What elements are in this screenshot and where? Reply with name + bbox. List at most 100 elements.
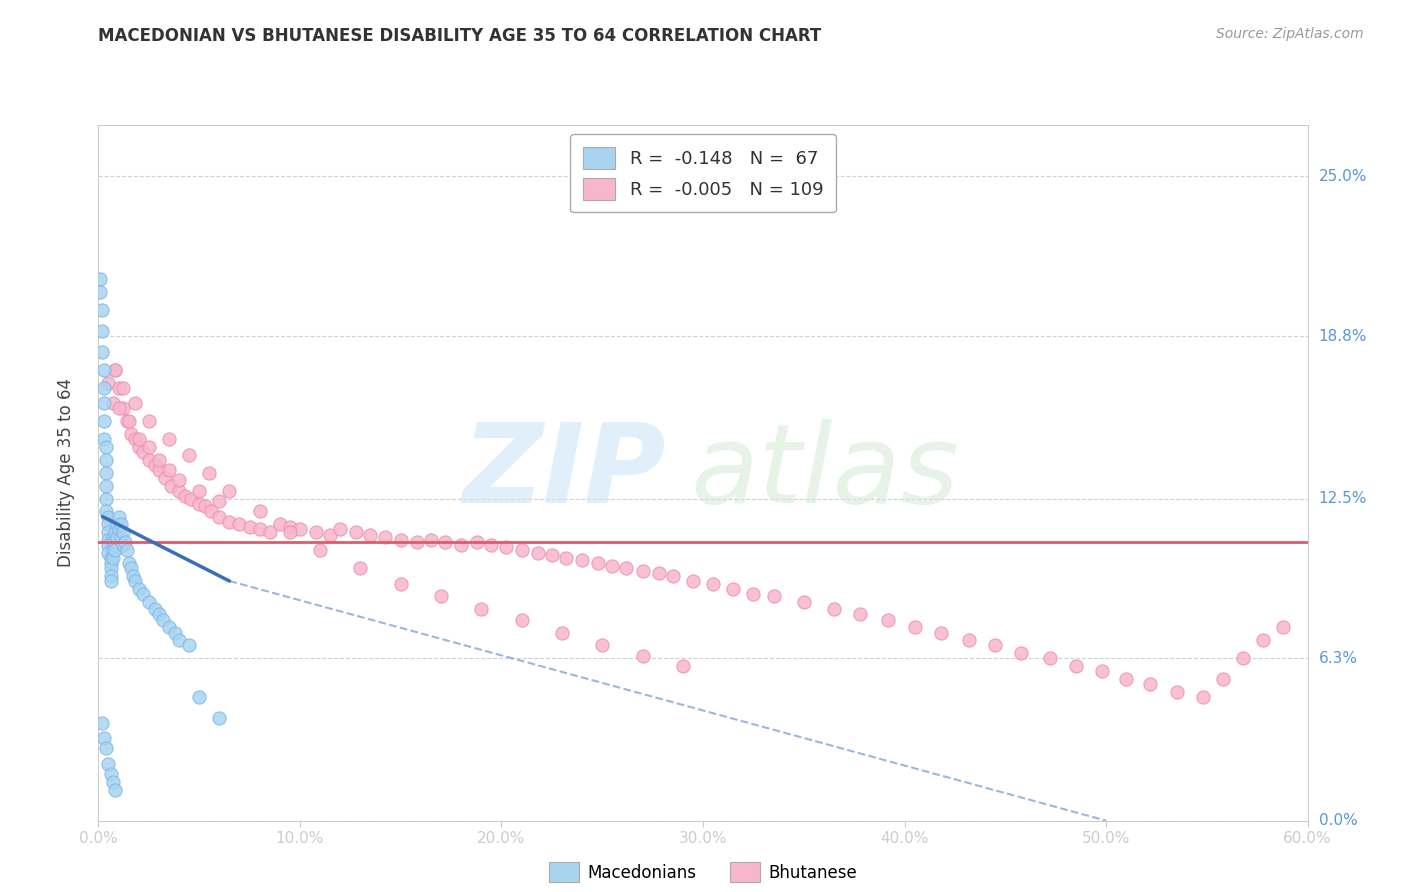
Point (1064, 659, 1087, 673)
Point (167, 474, 190, 488)
Point (661, 569, 683, 583)
Text: 18.8%: 18.8% (1319, 328, 1367, 343)
Point (481, 538, 503, 552)
Point (118, 414, 141, 428)
Point (91, 303, 114, 318)
Point (97, 756, 120, 771)
Point (93, 414, 115, 428)
Point (218, 483, 240, 498)
Point (288, 523, 311, 537)
Point (143, 458, 166, 472)
Point (148, 453, 170, 467)
Point (1251, 633, 1274, 648)
Point (163, 625, 186, 640)
Point (1232, 651, 1254, 665)
Text: 0.0%: 0.0% (1319, 814, 1357, 828)
Point (101, 550, 124, 565)
Point (1191, 690, 1213, 704)
Point (180, 491, 202, 506)
Point (208, 509, 231, 524)
Point (124, 574, 146, 588)
Point (1166, 685, 1188, 699)
Point (167, 633, 190, 648)
Point (208, 710, 231, 724)
Point (153, 471, 176, 485)
Point (91, 344, 114, 359)
Point (103, 362, 125, 376)
Point (91, 715, 114, 730)
Point (1115, 672, 1137, 686)
Point (121, 569, 143, 583)
Point (100, 574, 122, 588)
Text: ZIP: ZIP (463, 419, 666, 526)
Point (128, 582, 150, 596)
Point (465, 535, 488, 549)
Point (389, 533, 412, 547)
Point (239, 520, 262, 534)
Point (188, 483, 211, 498)
Text: Source: ZipAtlas.com: Source: ZipAtlas.com (1216, 27, 1364, 41)
Point (110, 517, 132, 532)
Point (742, 587, 765, 601)
Point (188, 497, 211, 511)
Point (877, 613, 900, 627)
Point (103, 782, 125, 797)
Point (114, 535, 136, 549)
Point (349, 561, 371, 575)
Point (132, 587, 155, 601)
Text: atlas: atlas (690, 419, 959, 526)
Point (101, 775, 124, 789)
Text: 12.5%: 12.5% (1319, 491, 1367, 506)
Point (762, 590, 785, 604)
Point (128, 440, 150, 454)
Point (177, 639, 201, 653)
Point (118, 556, 141, 570)
Point (96, 440, 118, 454)
Point (631, 648, 654, 663)
Point (115, 543, 138, 558)
Point (110, 530, 132, 544)
Point (329, 523, 352, 537)
Point (1010, 646, 1032, 660)
Point (1091, 664, 1114, 678)
Point (571, 553, 593, 567)
Point (115, 414, 138, 428)
Point (93, 432, 115, 446)
Point (97, 517, 120, 532)
Point (1139, 677, 1161, 691)
Point (103, 362, 125, 376)
Point (148, 607, 170, 622)
Point (100, 550, 122, 565)
Point (96, 466, 118, 480)
Point (111, 381, 134, 395)
Point (96, 491, 118, 506)
Point (97, 509, 120, 524)
Legend: Macedonians, Bhutanese: Macedonians, Bhutanese (543, 855, 863, 888)
Point (218, 515, 240, 529)
Point (157, 620, 180, 634)
Point (152, 613, 174, 627)
Point (510, 543, 533, 558)
Point (278, 524, 301, 539)
Point (138, 453, 160, 467)
Point (97, 538, 120, 552)
Point (419, 533, 441, 547)
Point (93, 381, 115, 395)
Point (120, 561, 142, 575)
Point (96, 741, 118, 756)
Point (702, 576, 724, 591)
Point (89, 272, 111, 286)
Point (157, 432, 180, 446)
Point (278, 520, 301, 534)
Point (143, 602, 166, 616)
Point (124, 396, 146, 410)
Point (103, 524, 125, 539)
Point (510, 613, 533, 627)
Point (100, 569, 122, 583)
Point (672, 659, 695, 673)
Point (93, 362, 115, 376)
Point (389, 576, 412, 591)
Point (167, 483, 190, 498)
Point (208, 494, 231, 508)
Point (128, 432, 150, 446)
